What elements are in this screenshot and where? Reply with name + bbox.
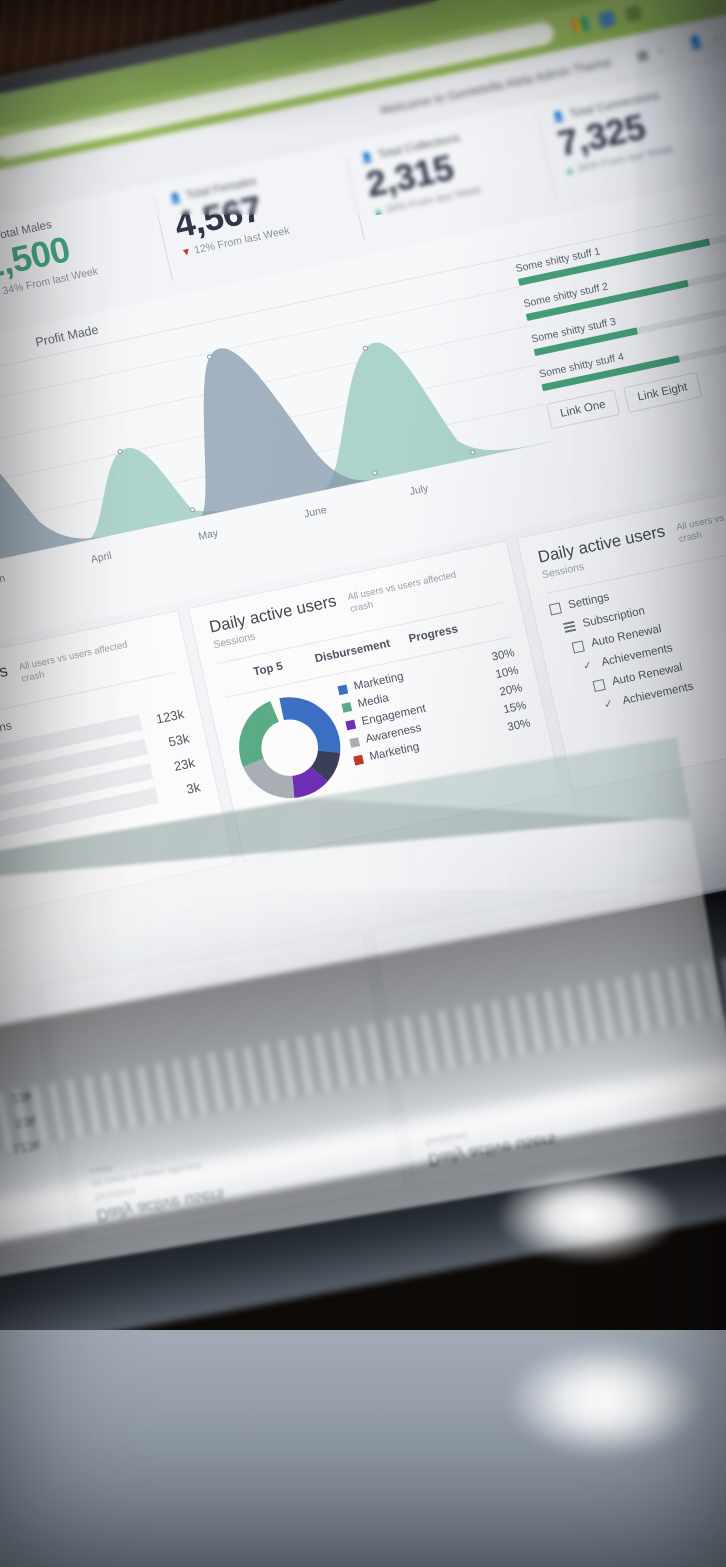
- reflection-card-middle: Daily active users Sessions All users vs…: [41, 931, 406, 1242]
- check-icon-2: ✓: [602, 697, 615, 711]
- laptop-screen: × Choices | × Anthony Welcome to Gentele…: [0, 0, 726, 1058]
- chevron-down-icon-user: ▾: [713, 34, 720, 44]
- light-reflection-blob-lower: [505, 1340, 705, 1460]
- stat-tile-total-connections: 👤 Total Connections 7,325 ▲ 34% From las…: [536, 74, 726, 200]
- area-chart: February March April May June July Some …: [0, 202, 726, 626]
- x-tick-june: June: [302, 503, 328, 521]
- x-tick-april: April: [89, 549, 113, 566]
- reflection-card-right: Daily active users Sessions: [372, 876, 726, 1187]
- donut-legend-pct-awareness: 15%: [502, 699, 528, 717]
- list-icon: [563, 620, 577, 634]
- card-subtitle-left: Sessions: [0, 682, 13, 721]
- donut-legend-pct-marketing: 30%: [490, 647, 516, 664]
- reflection-bar-value-1: 123k: [11, 1138, 42, 1158]
- extension-icon-colorful[interactable]: [571, 16, 590, 34]
- swatch-media-green: [341, 701, 353, 713]
- card-daily-active-users-middle: Daily active users Sessions All users vs…: [187, 540, 564, 862]
- reflection-chart: [0, 737, 692, 904]
- link-eight-button[interactable]: Link Eight: [623, 371, 702, 413]
- donut-legend-label-marketing-2: Marketing: [368, 740, 421, 764]
- donut-chart: [239, 697, 341, 799]
- trend-up-icon-collections: ▲: [371, 204, 385, 219]
- usage-bar-value-3: 23k: [172, 754, 197, 774]
- usage-bar-value-1: 123k: [154, 705, 186, 727]
- column-progress: Progress: [407, 623, 460, 646]
- donut-legend-label-media: Media: [356, 692, 390, 711]
- copy-icon: [548, 601, 562, 615]
- series-b-area: [0, 348, 555, 593]
- donut-legend-pct-marketing-2: 30%: [506, 717, 532, 734]
- dashboard-page: Welcome to Gentelella Alela Admin Theme …: [0, 12, 726, 1058]
- series-a-area: [0, 342, 555, 593]
- card-note-middle: All users vs users affected crash: [346, 569, 458, 615]
- link-one-button[interactable]: Link One: [545, 389, 621, 430]
- user-icon: 👤: [686, 34, 706, 52]
- extension-icon-blue[interactable]: [598, 10, 616, 29]
- menu-label-settings: Settings: [567, 591, 611, 612]
- topnav-menu-button[interactable]: ▦ ▾: [635, 43, 665, 63]
- menu-label-subscription: Subscription: [581, 605, 647, 630]
- x-tick-may: May: [197, 527, 220, 543]
- bottom-cards-row: Daily active users Sessions All users vs…: [0, 470, 726, 932]
- image-icon-2: [592, 678, 606, 692]
- signup-chart-panel: Signup Converted Sales Profit Made: [0, 169, 726, 670]
- extension-icon-green[interactable]: [624, 4, 643, 23]
- check-icon: ✓: [581, 658, 594, 673]
- usage-bar-value-4: 3k: [184, 778, 202, 797]
- grid-icon: ▦: [635, 47, 650, 64]
- screen-reflection: Daily active users Sessions Usage across…: [0, 737, 726, 1318]
- usage-bar-value-2: 53k: [166, 730, 191, 750]
- swatch-engagement-purple: [345, 719, 357, 730]
- swatch-awareness-gray: [349, 736, 360, 748]
- image-icon: [571, 640, 585, 654]
- donut-legend-pct-engagement: 20%: [498, 682, 524, 699]
- chevron-down-icon: ▾: [658, 45, 665, 56]
- reflection-bar-value-3: 23k: [10, 1088, 34, 1108]
- x-tick-july: July: [408, 482, 430, 498]
- x-tick-march: March: [0, 572, 7, 591]
- swatch-marketing-blue: [337, 684, 349, 695]
- reflection-bar-value-2: 53k: [14, 1113, 38, 1132]
- chart-data-points: [117, 345, 476, 513]
- trend-up-icon-connections: ▲: [563, 163, 577, 178]
- card-note-right: All users vs users affected crash: [675, 500, 726, 545]
- trend-down-icon-females: ▼: [179, 245, 193, 260]
- topnav-user-button[interactable]: 👤 ▾: [687, 31, 720, 52]
- menu-label-achievements-2: Achievements: [621, 680, 695, 708]
- donut-legend-pct-media: 10%: [494, 664, 520, 682]
- reflection-page: Daily active users Sessions Usage across…: [0, 737, 726, 1318]
- card-note-left: All users vs users affected crash: [17, 639, 129, 685]
- area-chart-svg: [0, 286, 555, 594]
- swatch-marketing-red: [353, 754, 364, 765]
